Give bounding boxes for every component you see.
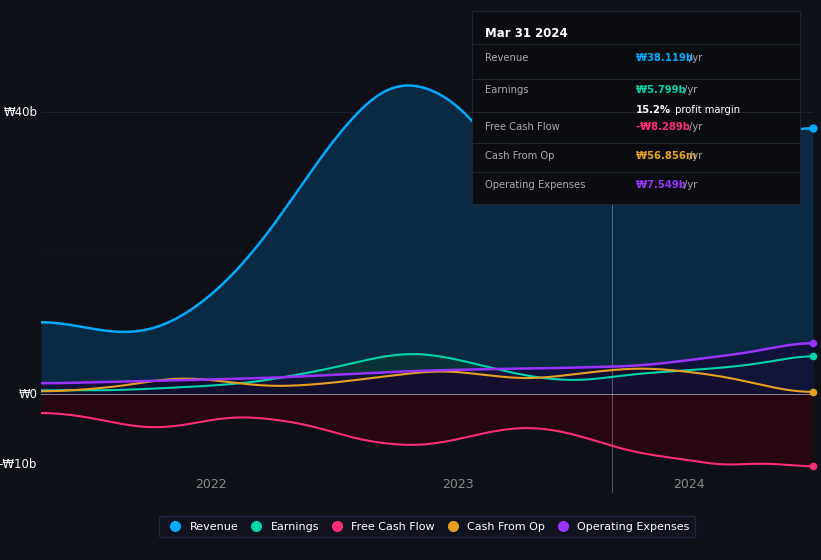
Text: 15.2%: 15.2% xyxy=(636,105,672,115)
Text: Free Cash Flow: Free Cash Flow xyxy=(485,122,560,132)
Text: profit margin: profit margin xyxy=(672,105,741,115)
Text: 2023: 2023 xyxy=(442,478,474,491)
Text: /yr: /yr xyxy=(690,53,703,63)
Text: /yr: /yr xyxy=(690,151,703,161)
Text: ₩56.856m: ₩56.856m xyxy=(636,151,700,161)
Text: /yr: /yr xyxy=(684,180,697,190)
Text: ₩7.549b: ₩7.549b xyxy=(636,180,690,190)
Text: 2022: 2022 xyxy=(195,478,227,491)
Text: ₩40b: ₩40b xyxy=(3,106,37,119)
Text: ₩38.119b: ₩38.119b xyxy=(636,53,697,63)
Point xyxy=(806,124,819,133)
Point xyxy=(806,388,819,396)
Text: Cash From Op: Cash From Op xyxy=(485,151,555,161)
Point xyxy=(806,339,819,348)
Text: ₩0: ₩0 xyxy=(18,388,37,400)
Text: Earnings: Earnings xyxy=(485,86,529,95)
Text: /yr: /yr xyxy=(684,86,697,95)
Text: /yr: /yr xyxy=(690,122,703,132)
Text: 2024: 2024 xyxy=(673,478,705,491)
Text: ₩5.799b: ₩5.799b xyxy=(636,86,690,95)
Text: Revenue: Revenue xyxy=(485,53,529,63)
Text: Operating Expenses: Operating Expenses xyxy=(485,180,585,190)
Legend: Revenue, Earnings, Free Cash Flow, Cash From Op, Operating Expenses: Revenue, Earnings, Free Cash Flow, Cash … xyxy=(158,516,695,538)
Point xyxy=(806,462,819,471)
Text: Mar 31 2024: Mar 31 2024 xyxy=(485,27,568,40)
Text: -₩10b: -₩10b xyxy=(0,458,37,471)
Point xyxy=(806,352,819,361)
Text: -₩8.289b: -₩8.289b xyxy=(636,122,694,132)
